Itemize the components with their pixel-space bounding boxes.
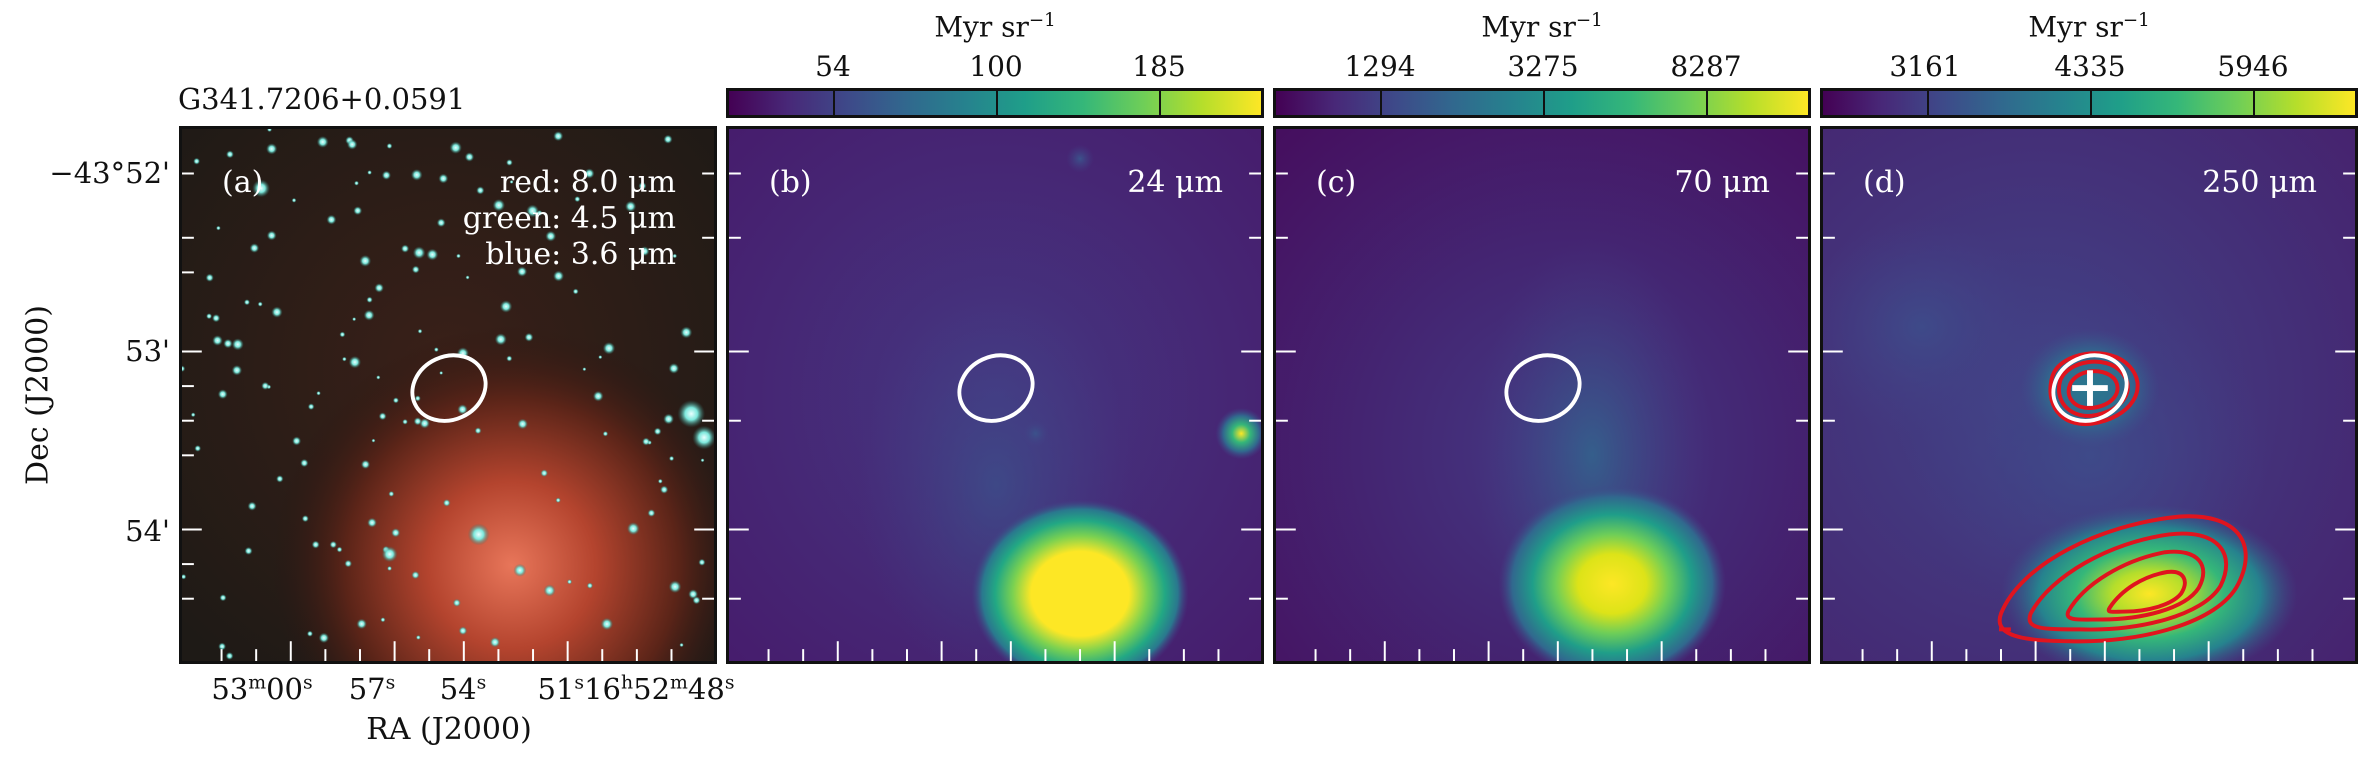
legend-red: red: 8.0 μm bbox=[499, 165, 676, 200]
colorbar-c-tick-2: 3275 bbox=[1507, 50, 1579, 83]
colorbar-b-title: Myr sr−1 bbox=[934, 10, 1056, 44]
colorbar-d bbox=[1820, 88, 2358, 118]
panel-d-image bbox=[1823, 129, 2355, 661]
colorbar-c-tick-1: 1294 bbox=[1344, 50, 1416, 83]
panel-b: (b) 24 μm bbox=[726, 126, 1264, 664]
y-axis-title: Dec (J2000) bbox=[20, 305, 56, 485]
ra-tick-2: 57s bbox=[348, 672, 396, 706]
panel-d-label: (d) bbox=[1863, 165, 1906, 200]
panel-c-label: (c) bbox=[1316, 165, 1357, 200]
colorbar-c-title: Myr sr−1 bbox=[1481, 10, 1603, 44]
panel-c-image bbox=[1276, 129, 1808, 661]
dec-tick-3: 54' bbox=[125, 514, 170, 548]
colorbar-b bbox=[726, 88, 1264, 118]
colorbar-d-tick-3: 5946 bbox=[2217, 50, 2289, 83]
ra-tick-1: 53m00s bbox=[211, 672, 313, 706]
colorbar-b-tick-3: 185 bbox=[1132, 50, 1186, 83]
colorbar-d-title: Myr sr−1 bbox=[2028, 10, 2150, 44]
dec-tick-1: −43°52' bbox=[49, 156, 170, 190]
panel-a: (a) red: 8.0 μm green: 4.5 μm blue: 3.6 … bbox=[179, 126, 717, 664]
panel-c: (c) 70 μm bbox=[1273, 126, 1811, 664]
legend-blue: blue: 3.6 μm bbox=[485, 237, 676, 272]
legend-green: green: 4.5 μm bbox=[462, 201, 676, 236]
panel-d: (d) 250 μm bbox=[1820, 126, 2358, 664]
panel-a-label: (a) bbox=[222, 165, 264, 200]
dec-tick-2: 53' bbox=[125, 334, 170, 368]
colorbar-b-tick-2: 100 bbox=[969, 50, 1023, 83]
colorbar-d-tick-2: 4335 bbox=[2054, 50, 2126, 83]
panel-c-wavelength: 70 μm bbox=[1674, 165, 1770, 200]
ra-tick-4: 51s16h52m48s bbox=[537, 672, 735, 706]
colorbar-b-tick-1: 54 bbox=[815, 50, 851, 83]
panel-b-wavelength: 24 μm bbox=[1127, 165, 1223, 200]
ra-tick-3: 54s bbox=[439, 672, 487, 706]
colorbar-c-tick-3: 8287 bbox=[1670, 50, 1742, 83]
x-axis-title: RA (J2000) bbox=[366, 712, 532, 747]
panel-a-legend: red: 8.0 μm green: 4.5 μm blue: 3.6 μm bbox=[463, 165, 676, 273]
panel-b-label: (b) bbox=[769, 165, 812, 200]
panel-a-image bbox=[182, 129, 714, 661]
source-position-marker bbox=[2072, 370, 2108, 406]
colorbar-d-tick-1: 3161 bbox=[1889, 50, 1961, 83]
panel-d-wavelength: 250 μm bbox=[2202, 165, 2317, 200]
colorbar-c bbox=[1273, 88, 1811, 118]
object-name: G341.7206+0.0591 bbox=[178, 82, 466, 116]
panel-b-image bbox=[729, 129, 1261, 661]
